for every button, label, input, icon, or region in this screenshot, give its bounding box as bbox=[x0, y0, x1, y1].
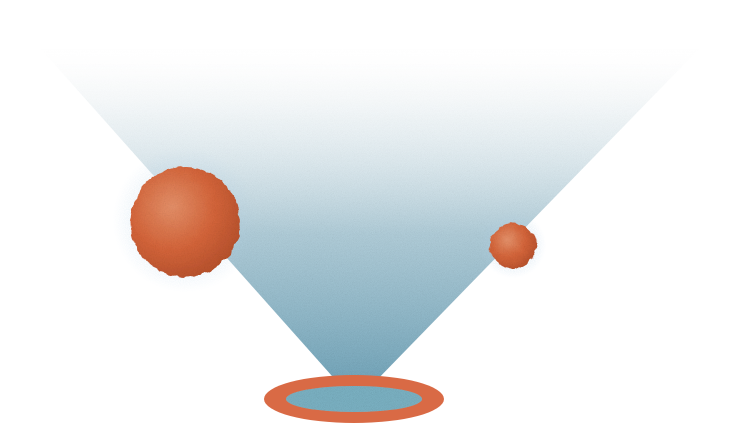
small-sphere-icon bbox=[480, 212, 546, 278]
base-ring-icon bbox=[264, 375, 444, 423]
light-beam-icon bbox=[40, 48, 700, 385]
large-sphere-icon bbox=[113, 148, 257, 292]
